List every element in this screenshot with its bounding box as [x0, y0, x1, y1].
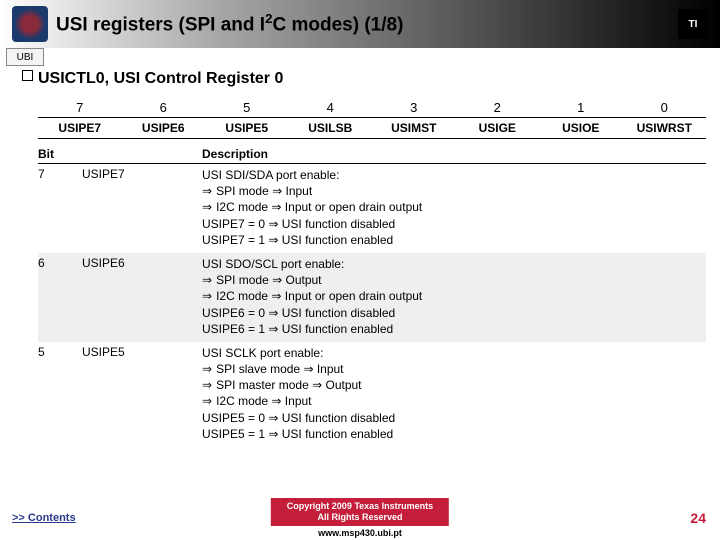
copyright-line2: All Rights Reserved [287, 512, 433, 523]
desc-line: USIPE5 = 0 ⇒ USI function disabled [202, 410, 706, 426]
desc-line: USIPE5 = 1 ⇒ USI function enabled [202, 426, 706, 442]
col-name [82, 147, 202, 161]
cell-desc: USI SDI/SDA port enable:SPI mode ⇒ Input… [202, 167, 706, 248]
bullet-icon [22, 70, 33, 81]
col-desc: Description [202, 147, 706, 161]
desc-line: SPI mode ⇒ Input [202, 183, 706, 199]
copyright-block: Copyright 2009 Texas Instruments All Rig… [271, 498, 449, 538]
copyright-banner: Copyright 2009 Texas Instruments All Rig… [271, 498, 449, 526]
copyright-line1: Copyright 2009 Texas Instruments [287, 501, 433, 512]
cell-name: USIPE5 [82, 345, 202, 442]
bit-label: USIGE [456, 118, 540, 138]
bit-label: USIPE7 [38, 118, 122, 138]
bit-num: 3 [372, 98, 456, 117]
description-table: Bit Description 7USIPE7USI SDI/SDA port … [38, 145, 706, 447]
bit-num: 5 [205, 98, 289, 117]
desc-line: SPI master mode ⇒ Output [202, 377, 706, 393]
desc-header-row: Bit Description [38, 145, 706, 164]
bit-num: 0 [623, 98, 707, 117]
table-row: 6USIPE6USI SDO/SCL port enable:SPI mode … [38, 253, 706, 342]
title-post: C modes) (1/8) [272, 15, 403, 36]
ti-logo-icon: TI [678, 9, 708, 39]
desc-line: I2C mode ⇒ Input or open drain output [202, 288, 706, 304]
cell-name: USIPE6 [82, 256, 202, 337]
contents-link[interactable]: >> Contents [12, 512, 76, 524]
bit-label: USIPE5 [205, 118, 289, 138]
slide-title: USI registers (SPI and I2C modes) (1/8) [56, 11, 678, 36]
bit-number-row: 76543210 [38, 98, 706, 118]
desc-line: I2C mode ⇒ Input or open drain output [202, 199, 706, 215]
desc-line: USIPE6 = 0 ⇒ USI function disabled [202, 305, 706, 321]
slide-number: 24 [690, 510, 706, 526]
cell-desc: USI SCLK port enable:SPI slave mode ⇒ In… [202, 345, 706, 442]
register-name: USICTL0, USI Control Register 0 [38, 70, 706, 88]
cell-name: USIPE7 [82, 167, 202, 248]
desc-line: USI SDI/SDA port enable: [202, 167, 706, 183]
desc-line: USIPE7 = 0 ⇒ USI function disabled [202, 216, 706, 232]
table-row: 5USIPE5USI SCLK port enable:SPI slave mo… [38, 342, 706, 447]
desc-line: USI SDO/SCL port enable: [202, 256, 706, 272]
bit-label: USIPE6 [122, 118, 206, 138]
bit-num: 4 [289, 98, 373, 117]
title-bar: USI registers (SPI and I2C modes) (1/8) … [0, 0, 720, 48]
desc-line: SPI mode ⇒ Output [202, 272, 706, 288]
desc-line: USIPE7 = 1 ⇒ USI function enabled [202, 232, 706, 248]
bit-label: USIMST [372, 118, 456, 138]
bit-label: USILSB [289, 118, 373, 138]
col-bit: Bit [38, 147, 82, 161]
desc-line: I2C mode ⇒ Input [202, 393, 706, 409]
website: www.msp430.ubi.pt [271, 528, 449, 538]
desc-line: SPI slave mode ⇒ Input [202, 361, 706, 377]
cell-bit: 7 [38, 167, 82, 248]
cell-bit: 5 [38, 345, 82, 442]
bit-num: 7 [38, 98, 122, 117]
bit-label: USIWRST [623, 118, 707, 138]
university-logo-icon [12, 6, 48, 42]
bit-name-row: USIPE7USIPE6USIPE5USILSBUSIMSTUSIGEUSIOE… [38, 118, 706, 139]
desc-line: USI SCLK port enable: [202, 345, 706, 361]
bit-num: 6 [122, 98, 206, 117]
cell-desc: USI SDO/SCL port enable:SPI mode ⇒ Outpu… [202, 256, 706, 337]
bit-num: 1 [539, 98, 623, 117]
slide-content: USICTL0, USI Control Register 0 76543210… [0, 48, 720, 447]
table-row: 7USIPE7USI SDI/SDA port enable:SPI mode … [38, 164, 706, 253]
bit-num: 2 [456, 98, 540, 117]
title-pre: USI registers (SPI and I [56, 15, 265, 36]
desc-line: USIPE6 = 1 ⇒ USI function enabled [202, 321, 706, 337]
cell-bit: 6 [38, 256, 82, 337]
footer: >> Contents Copyright 2009 Texas Instrum… [0, 496, 720, 540]
bit-label: USIOE [539, 118, 623, 138]
ubi-badge: UBI [6, 48, 44, 66]
